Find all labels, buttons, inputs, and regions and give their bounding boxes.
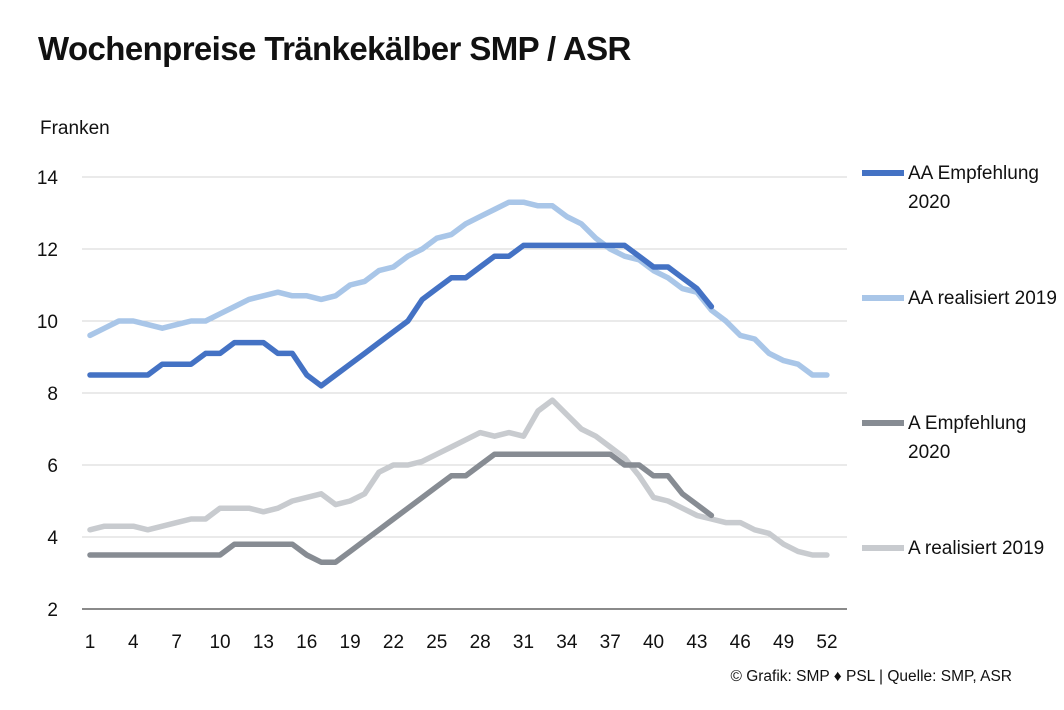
- x-tick-label: 40: [643, 632, 664, 653]
- x-tick-label: 1: [85, 632, 96, 653]
- x-tick-label: 37: [600, 632, 621, 653]
- x-tick-label: 13: [253, 632, 274, 653]
- legend-label: AA realisiert 2019: [908, 288, 1057, 309]
- x-tick-label: 10: [209, 632, 230, 653]
- y-tick-label: 8: [47, 384, 58, 405]
- x-tick-label: 19: [340, 632, 361, 653]
- x-tick-label: 7: [171, 632, 182, 653]
- legend-swatch: [862, 170, 904, 176]
- source-credit: © Grafik: SMP ♦ PSL | Quelle: SMP, ASR: [730, 668, 1012, 685]
- x-tick-label: 28: [470, 632, 491, 653]
- series-line-a-empfehlung-2020: [87, 451, 715, 565]
- y-tick-label: 2: [47, 600, 58, 621]
- x-tick-label: 4: [128, 632, 139, 653]
- series-line-aa-empfehlung-2020: [87, 242, 715, 389]
- legend-label: A realisiert 2019: [908, 538, 1045, 559]
- x-tick-label: 43: [686, 632, 707, 653]
- x-tick-label: 16: [296, 632, 317, 653]
- x-tick-label: 25: [426, 632, 447, 653]
- x-tick-label: 49: [773, 632, 794, 653]
- legend-swatch: [862, 420, 904, 426]
- series-line-aa-realisiert-2019: [87, 199, 830, 378]
- x-tick-label: 34: [556, 632, 578, 653]
- chart-title: Wochenpreise Tränkekälber SMP / ASR: [38, 30, 631, 67]
- y-tick-label: 10: [37, 312, 58, 333]
- legend-label: AA Empfehlung 2020: [908, 163, 1039, 213]
- legend-swatch: [862, 545, 904, 551]
- x-tick-label: 22: [383, 632, 404, 653]
- legend-label: A Empfehlung 2020: [908, 413, 1027, 463]
- series-line-a-realisiert-2019: [87, 397, 830, 558]
- y-tick-label: 12: [37, 240, 58, 261]
- y-tick-label: 6: [47, 456, 58, 477]
- legend-swatch: [862, 295, 904, 301]
- y-axis-label: Franken: [40, 118, 110, 139]
- x-tick-label: 31: [513, 632, 534, 653]
- x-tick-label: 52: [816, 632, 837, 653]
- x-tick-label: 46: [730, 632, 751, 653]
- y-tick-label: 4: [47, 528, 58, 549]
- y-tick-label: 14: [37, 168, 59, 189]
